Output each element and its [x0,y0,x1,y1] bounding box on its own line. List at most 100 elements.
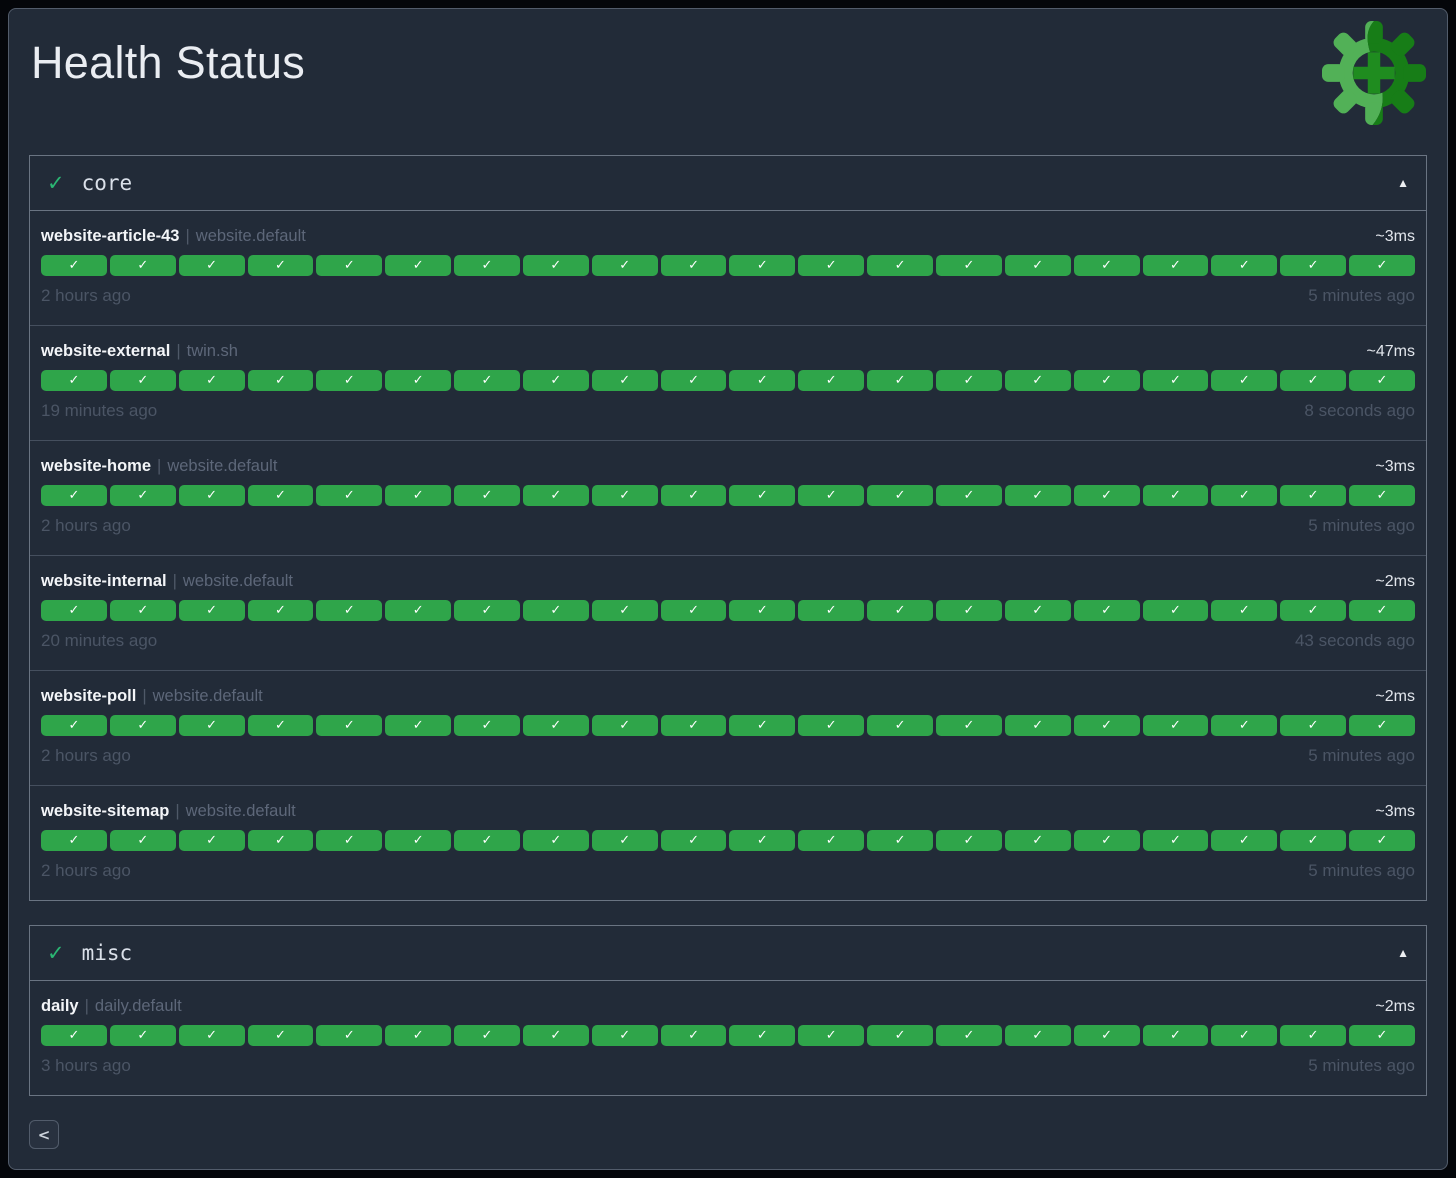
history-cell-success: ✓ [660,255,727,276]
history-cell-success: ✓ [385,715,452,736]
history-cell-success: ✓ [729,370,796,391]
history-cell-success: ✓ [454,600,520,621]
history-cell-success: ✓ [522,370,589,391]
history-cell-success: ✓ [935,255,1002,276]
history-cell-success: ✓ [1142,1025,1209,1046]
check-title: daily | daily.default [41,997,182,1016]
history-cell-success: ✓ [247,1025,314,1046]
newest-timestamp: 5 minutes ago [1308,1056,1415,1075]
history-cell-success: ✓ [178,1025,245,1046]
separator: | [157,457,162,475]
history-cell-success: ✓ [522,600,589,621]
row-top: website-article-43 | website.default ~3ms [41,227,1415,246]
history-cell-success: ✓ [1142,255,1209,276]
check-title: website-internal | website.default [41,572,293,591]
history-cell-success: ✓ [41,600,107,621]
check-title: website-external | twin.sh [41,342,238,361]
section-header-core[interactable]: ✓ core ▲ [30,156,1426,211]
row-top: website-sitemap | website.default ~3ms [41,802,1415,821]
history-cell-success: ✓ [1004,600,1071,621]
history-bar: ✓ ✓ ✓ ✓ ✓ ✓ ✓ ✓ ✓ ✓ ✓ ✓ ✓ ✓ ✓ ✓ ✓ ✓ ✓ ✓ [41,830,1415,851]
check-row-website-home: website-home | website.default ~3ms ✓ ✓ ✓ ✓ ✓ ✓… [30,441,1426,556]
history-cell-success: ✓ [247,485,314,506]
history-cell-success: ✓ [109,600,176,621]
check-tag: website.default [152,687,263,705]
history-cell-success: ✓ [522,255,589,276]
history-bar: ✓ ✓ ✓ ✓ ✓ ✓ ✓ ✓ ✓ ✓ ✓ ✓ ✓ ✓ ✓ ✓ ✓ ✓ ✓ ✓ [41,715,1415,736]
history-cell-success: ✓ [1073,1025,1140,1046]
history-cell-success: ✓ [1349,830,1415,851]
history-cell-success: ✓ [109,255,176,276]
history-cell-success: ✓ [247,370,314,391]
history-cell-success: ✓ [316,255,383,276]
history-cell-success: ✓ [798,600,865,621]
history-cell-success: ✓ [41,715,107,736]
history-cell-success: ✓ [454,1025,520,1046]
history-cell-success: ✓ [41,255,107,276]
history-cell-success: ✓ [247,830,314,851]
history-cell-success: ✓ [729,830,796,851]
check-title: website-poll | website.default [41,687,263,706]
history-cell-success: ✓ [660,600,727,621]
history-cell-success: ✓ [109,830,176,851]
history-cell-success: ✓ [109,485,176,506]
check-title: website-sitemap | website.default [41,802,296,821]
section-status-check-icon: ✓ [47,170,65,195]
oldest-timestamp: 2 hours ago [41,516,131,535]
check-row-daily: daily | daily.default ~2ms ✓ ✓ ✓ ✓ ✓ ✓ ✓ ✓ ✓ ✓ ✓ ✓ ✓ ✓ ✓… [30,981,1426,1095]
healthchecks-gear-logo [1322,21,1426,125]
newest-timestamp: 5 minutes ago [1308,516,1415,535]
check-tag: website.default [195,227,306,245]
history-cell-success: ✓ [729,715,796,736]
history-cell-success: ✓ [1004,1025,1071,1046]
separator: | [176,342,181,360]
oldest-timestamp: 20 minutes ago [41,631,158,650]
oldest-timestamp: 2 hours ago [41,286,131,305]
history-cell-success: ✓ [660,830,727,851]
history-cell-success: ✓ [1349,600,1415,621]
history-cell-success: ✓ [867,600,933,621]
history-cell-success: ✓ [591,600,658,621]
history-cell-success: ✓ [1004,370,1071,391]
history-cell-success: ✓ [1211,830,1278,851]
check-duration: ~2ms [1375,688,1415,705]
history-cell-success: ✓ [1280,830,1347,851]
logo-plus-icon [1353,52,1395,94]
history-cell-success: ✓ [41,1025,107,1046]
history-cell-success: ✓ [1280,600,1347,621]
history-cell-success: ✓ [798,715,865,736]
history-cell-success: ✓ [316,370,383,391]
history-cell-success: ✓ [867,1025,933,1046]
previous-page-button[interactable]: < [29,1120,59,1149]
history-cell-success: ✓ [867,370,933,391]
history-cell-success: ✓ [1142,830,1209,851]
collapse-arrow-icon[interactable]: ▲ [1397,946,1409,960]
check-tag: website.default [185,802,296,820]
history-cell-success: ✓ [316,715,383,736]
history-cell-success: ✓ [867,830,933,851]
collapse-arrow-icon[interactable]: ▲ [1397,176,1409,190]
newest-timestamp: 5 minutes ago [1308,286,1415,305]
row-bottom: 2 hours ago 5 minutes ago [41,861,1415,881]
history-cell-success: ✓ [1280,715,1347,736]
history-cell-success: ✓ [454,485,520,506]
check-duration: ~47ms [1366,343,1415,360]
history-cell-success: ✓ [522,1025,589,1046]
history-cell-success: ✓ [798,255,865,276]
history-cell-success: ✓ [385,255,452,276]
history-cell-success: ✓ [1280,485,1347,506]
history-cell-success: ✓ [1211,1025,1278,1046]
history-cell-success: ✓ [1073,715,1140,736]
check-name: website-sitemap [41,802,170,820]
history-cell-success: ✓ [178,830,245,851]
history-bar: ✓ ✓ ✓ ✓ ✓ ✓ ✓ ✓ ✓ ✓ ✓ ✓ ✓ ✓ ✓ ✓ ✓ ✓ ✓ ✓ [41,1025,1415,1046]
history-cell-success: ✓ [178,255,245,276]
history-cell-success: ✓ [109,715,176,736]
check-title: website-article-43 | website.default [41,227,306,246]
check-title: website-home | website.default [41,457,277,476]
history-cell-success: ✓ [41,485,107,506]
separator: | [142,687,147,705]
history-cell-success: ✓ [1211,600,1278,621]
section-header-misc[interactable]: ✓ misc ▲ [30,926,1426,981]
history-cell-success: ✓ [660,370,727,391]
